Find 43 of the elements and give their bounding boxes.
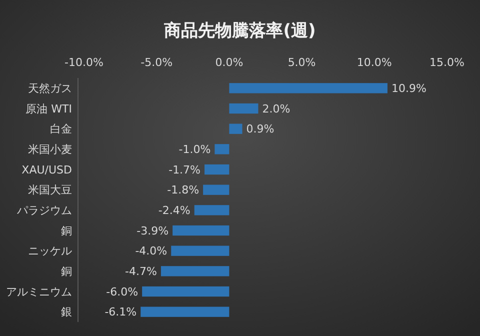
data-label: 10.9% bbox=[391, 82, 426, 96]
data-label: -6.1% bbox=[104, 306, 137, 319]
y-tick-label: XAU/USD bbox=[22, 163, 72, 176]
data-label: -1.8% bbox=[167, 184, 200, 197]
bar bbox=[171, 246, 230, 256]
bar bbox=[203, 184, 230, 195]
bar bbox=[229, 124, 242, 134]
y-tick-label: 銅 bbox=[61, 224, 72, 238]
bar bbox=[140, 306, 230, 317]
chart-title: 商品先物騰落率(週) bbox=[163, 21, 316, 41]
data-label: -1.0% bbox=[178, 143, 211, 156]
y-tick-label: アルミニウム bbox=[6, 285, 72, 298]
x-tick-label: -10.0% bbox=[64, 56, 104, 69]
y-tick-label: 天然ガス bbox=[28, 82, 72, 96]
x-tick-label: -5.0% bbox=[140, 56, 173, 69]
y-tick-label: 米国大豆 bbox=[28, 184, 72, 197]
data-label: -2.4% bbox=[158, 204, 190, 218]
data-label: -1.7% bbox=[168, 163, 201, 176]
y-tick-label: 米国小麦 bbox=[28, 143, 72, 156]
x-tick-label: 5.0% bbox=[288, 56, 316, 69]
data-label: -3.9% bbox=[136, 224, 169, 238]
bar bbox=[229, 103, 258, 114]
data-label: -4.7% bbox=[125, 265, 157, 278]
data-label: 0.9% bbox=[246, 122, 274, 136]
x-tick-label: 0.0% bbox=[215, 56, 244, 69]
bar bbox=[229, 83, 388, 94]
bar bbox=[142, 286, 230, 297]
bar bbox=[214, 144, 230, 154]
bar bbox=[160, 266, 230, 276]
data-label: 2.0% bbox=[262, 102, 290, 116]
y-tick-label: 銀 bbox=[61, 306, 72, 319]
y-tick-label: パラジウム bbox=[16, 204, 72, 218]
x-tick-label: 15.0% bbox=[430, 56, 464, 69]
bar bbox=[204, 164, 230, 175]
bar bbox=[172, 225, 230, 236]
data-label: -6.0% bbox=[106, 285, 138, 298]
y-tick-label: 原油 WTI bbox=[26, 102, 72, 116]
bar bbox=[194, 205, 230, 216]
y-tick-label: 銅 bbox=[61, 265, 72, 278]
y-tick-label: 白金 bbox=[50, 122, 72, 136]
x-tick-label: 10.0% bbox=[356, 56, 392, 69]
data-label: -4.0% bbox=[135, 244, 168, 258]
y-tick-label: ニッケル bbox=[28, 244, 72, 258]
